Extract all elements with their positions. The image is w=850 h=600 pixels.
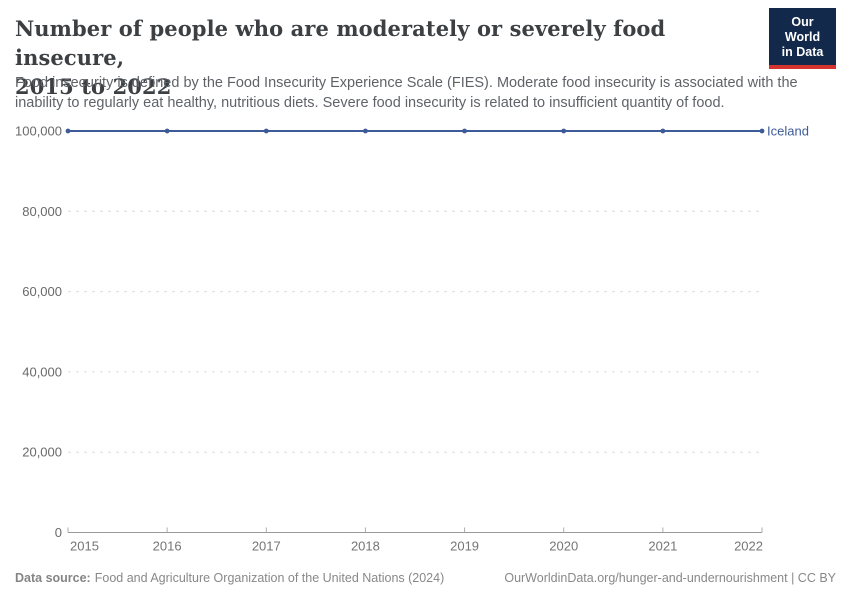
y-axis-tick-label: 80,000 xyxy=(22,204,62,219)
x-axis-tick-label: 2020 xyxy=(549,539,578,554)
x-axis-tick-label: 2022 xyxy=(734,539,763,554)
chart-subtitle: Food insecurity is defined by the Food I… xyxy=(15,75,798,111)
chart-title-line2: 2015 to 2022 xyxy=(15,74,172,99)
data-point-iceland-2017[interactable] xyxy=(263,128,269,134)
y-axis-tick-label: 60,000 xyxy=(22,284,62,299)
data-point-iceland-2016[interactable] xyxy=(164,128,170,134)
data-point-iceland-2015[interactable] xyxy=(65,128,71,134)
chart-title-line1: Number of people who are moderately or s… xyxy=(15,16,666,70)
chart-footer: Data source: Food and Agriculture Organiz… xyxy=(15,571,836,585)
data-source-text: Food and Agriculture Organization of the… xyxy=(94,571,445,585)
y-axis-tick-label: 100,000 xyxy=(15,124,62,139)
x-axis-tick-label: 2021 xyxy=(648,539,677,554)
data-point-iceland-2020[interactable] xyxy=(561,128,567,134)
owid-logo[interactable]: Our World in Data xyxy=(769,8,836,69)
data-point-iceland-2022[interactable] xyxy=(759,128,765,134)
series-label-iceland[interactable]: Iceland xyxy=(767,124,809,139)
owid-logo-text-line1: Our World xyxy=(784,15,821,44)
x-axis-tick-label: 2016 xyxy=(153,539,182,554)
x-axis-tick-label: 2017 xyxy=(252,539,281,554)
chart-title: Number of people who are moderately or s… xyxy=(15,14,755,101)
data-source: Data source: Food and Agriculture Organiz… xyxy=(15,571,444,585)
owid-logo-text-line2: in Data xyxy=(781,45,824,59)
x-axis-tick-label: 2018 xyxy=(351,539,380,554)
data-point-iceland-2018[interactable] xyxy=(363,128,368,134)
y-axis-tick-label: 20,000 xyxy=(22,445,62,460)
line-chart-svg[interactable]: 0 20,000 40,000 60,000 80,000 100,000 2015 2016… xyxy=(0,115,850,570)
x-axis-tick-label: 2015 xyxy=(70,539,99,554)
footer-link[interactable]: OurWorldinData.org/hunger-and-undernouri… xyxy=(504,571,836,585)
y-axis-tick-label: 0 xyxy=(55,525,62,540)
y-axis-tick-label: 40,000 xyxy=(22,364,62,379)
data-source-label: Data source: xyxy=(15,571,91,585)
x-axis-tick-label: 2019 xyxy=(450,539,479,554)
data-point-iceland-2019[interactable] xyxy=(462,128,467,134)
data-point-iceland-2021[interactable] xyxy=(660,128,666,134)
line-chart-plot-area[interactable]: 0 20,000 40,000 60,000 80,000 100,000 2015 2016… xyxy=(0,115,850,570)
